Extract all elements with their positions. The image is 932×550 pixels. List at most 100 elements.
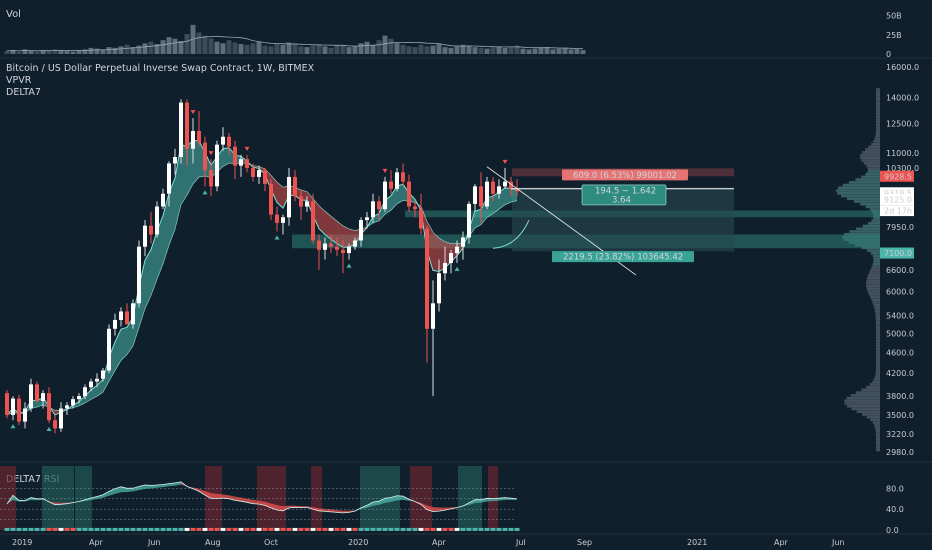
volume-bar <box>394 43 400 54</box>
volume-bar <box>550 49 556 54</box>
cloud-segment <box>181 144 187 205</box>
cloud-segment <box>433 232 439 272</box>
candle-body <box>143 225 147 247</box>
candle-body <box>233 146 237 166</box>
time-axis-label: Apr <box>89 538 104 547</box>
rsi-band <box>410 466 432 530</box>
volume-bar <box>562 47 568 54</box>
rsi-histogram-tick <box>328 527 334 531</box>
rsi-histogram-tick <box>466 527 472 531</box>
vpvr-bar <box>872 254 880 258</box>
vpvr-bar <box>867 170 880 173</box>
volume-bar <box>580 50 586 54</box>
time-axis-label: 2019 <box>12 538 32 547</box>
rsi-fill <box>211 493 217 499</box>
volume-bar <box>436 44 442 54</box>
rsi-histogram-tick <box>442 527 448 531</box>
measure-label-red: 609.0 (6.53%) 99001.02 <box>573 171 677 181</box>
delta7-fast-line <box>6 139 518 416</box>
vpvr-bar <box>860 153 880 157</box>
volume-bar <box>430 45 436 54</box>
measure-label-mid-bg <box>581 184 667 206</box>
rsi-histogram-tick <box>16 527 22 531</box>
vpvr-bar <box>841 194 880 198</box>
time-axis[interactable]: 2019 Apr Jun Aug Oct 2020 Apr Jul Sep 2021 Apr Jun <box>0 533 932 550</box>
rsi-lines: 80.0 40.0 0.0 <box>4 481 904 535</box>
volume-bar <box>304 47 310 54</box>
rsi-band <box>488 466 498 530</box>
volume-bar <box>40 50 46 54</box>
volume-bar <box>64 50 70 54</box>
vpvr-bar <box>875 366 880 370</box>
volume-bar <box>238 44 244 54</box>
price-tag-label: 9928.5 <box>884 172 912 181</box>
cloud-segment <box>505 187 511 205</box>
rsi-fill <box>367 502 373 508</box>
volume-bar <box>388 38 394 54</box>
rsi-histogram-tick <box>142 527 148 531</box>
candle-body <box>179 102 183 158</box>
vpvr-bar <box>876 96 880 99</box>
cloud-segment <box>319 205 325 235</box>
time-axis-label: Apr <box>774 538 789 547</box>
rsi-fill <box>223 494 229 499</box>
rsi-histogram-tick <box>28 527 34 531</box>
volume-bar <box>520 48 526 54</box>
vpvr-bar <box>868 145 880 149</box>
vpvr-bar <box>875 328 880 332</box>
rsi-fill <box>385 497 391 503</box>
volume-bar <box>346 47 352 54</box>
rsi-histogram-tick <box>502 527 508 531</box>
vpvr-bar <box>875 331 880 334</box>
rsi-histogram-tick <box>496 527 502 531</box>
volume-bar <box>496 46 502 54</box>
rsi-histogram-tick <box>382 527 388 531</box>
rsi-histogram-tick <box>316 527 322 531</box>
rsi-histogram-tick <box>196 527 202 531</box>
price-panel: Bitcoin / US Dollar Perpetual Inverse Sw… <box>0 63 932 463</box>
vpvr-bar <box>844 402 880 405</box>
candle-body <box>251 167 255 177</box>
vpvr-bar <box>874 306 880 310</box>
candle-body <box>89 381 93 388</box>
candle-body <box>299 196 303 207</box>
rsi-histogram-tick <box>40 527 46 531</box>
rsi-fill <box>91 496 97 500</box>
vpvr-bar <box>875 355 880 359</box>
candle-body <box>257 170 261 177</box>
volume-bar <box>544 47 550 54</box>
candle-body <box>173 157 177 164</box>
vpvr-bar <box>871 298 880 302</box>
candle-body <box>119 311 123 320</box>
vpvr-bar <box>867 167 880 170</box>
volume-bar <box>130 47 136 54</box>
vpvr-bar <box>871 142 880 146</box>
vpvr-bar <box>875 118 880 121</box>
volume-bar <box>226 40 232 54</box>
candle-body <box>467 203 471 238</box>
rsi-axis-label: 0.0 <box>886 526 899 535</box>
vpvr-bar <box>872 421 880 424</box>
volume-bar <box>286 42 292 54</box>
candle-body <box>311 201 315 241</box>
cloud-segment <box>97 379 103 397</box>
rsi-histogram-tick <box>136 527 142 531</box>
volume-axis-label: 0 <box>886 50 891 59</box>
sell-signal-marker <box>502 159 508 164</box>
candle-body <box>515 188 519 192</box>
measure-label-mid-line2: 3.64 <box>612 195 631 205</box>
rsi-histogram-tick <box>88 527 94 531</box>
rsi-histogram-tick <box>172 527 178 531</box>
rsi-histogram-tick <box>388 527 394 531</box>
rsi-histogram-tick <box>280 527 286 531</box>
vpvr-bar <box>855 391 880 394</box>
price-axis[interactable]: 16000.0 14000.0 12500.0 11000.0 10300.0 7950.… <box>886 63 919 457</box>
vpvr-bar <box>866 282 880 285</box>
vpvr-bar <box>876 104 880 108</box>
rsi-histogram-tick <box>490 527 496 531</box>
volume-bar <box>70 51 76 54</box>
price-axis-label: 5400.0 <box>886 312 914 321</box>
